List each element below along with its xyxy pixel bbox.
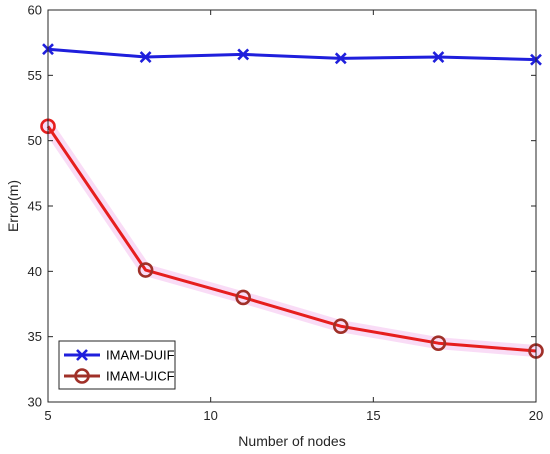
y-axis-label: Error(m) — [5, 180, 21, 232]
legend-label: IMAM-DUIF — [106, 348, 175, 363]
x-tick-label: 10 — [203, 408, 217, 423]
legend-entry-imam-duif: IMAM-DUIF — [64, 348, 175, 363]
x-tick-label: 5 — [44, 408, 51, 423]
data-point-imam-uicf — [332, 318, 349, 335]
legend-marker-x — [76, 349, 88, 361]
y-tick-label: 35 — [28, 329, 42, 344]
data-point-imam-uicf — [235, 289, 251, 306]
x-axis-label: Number of nodes — [238, 433, 345, 449]
x-tick-label: 15 — [366, 408, 380, 423]
data-point-imam-duif — [237, 48, 250, 61]
data-point-imam-duif — [139, 51, 152, 63]
legend: IMAM-DUIF IMAM-UICF — [58, 340, 176, 390]
legend-marker-o — [74, 368, 90, 384]
legend-entry-imam-uicf: IMAM-UICF — [64, 368, 175, 384]
data-point-imam-duif — [432, 51, 445, 63]
series-layer — [40, 43, 544, 359]
legend-label: IMAM-UICF — [106, 369, 175, 384]
y-tick-label: 50 — [28, 133, 42, 148]
data-point-imam-duif — [334, 52, 347, 65]
x-tick-label: 20 — [529, 408, 543, 423]
y-tick-label: 40 — [28, 264, 42, 279]
series-line-imam-duif — [47, 47, 537, 62]
ticks-layer: 5 10 15 20 30 35 40 45 50 55 60 — [28, 3, 544, 424]
y-tick-label: 45 — [28, 199, 42, 214]
y-tick-label: 55 — [28, 68, 42, 83]
y-tick-label: 30 — [28, 395, 42, 410]
y-tick-label: 60 — [28, 3, 42, 18]
series-line-imam-uicf — [46, 125, 537, 353]
plot-area — [48, 10, 536, 402]
data-point-imam-uicf — [137, 262, 154, 278]
data-point-imam-uicf — [430, 335, 447, 352]
